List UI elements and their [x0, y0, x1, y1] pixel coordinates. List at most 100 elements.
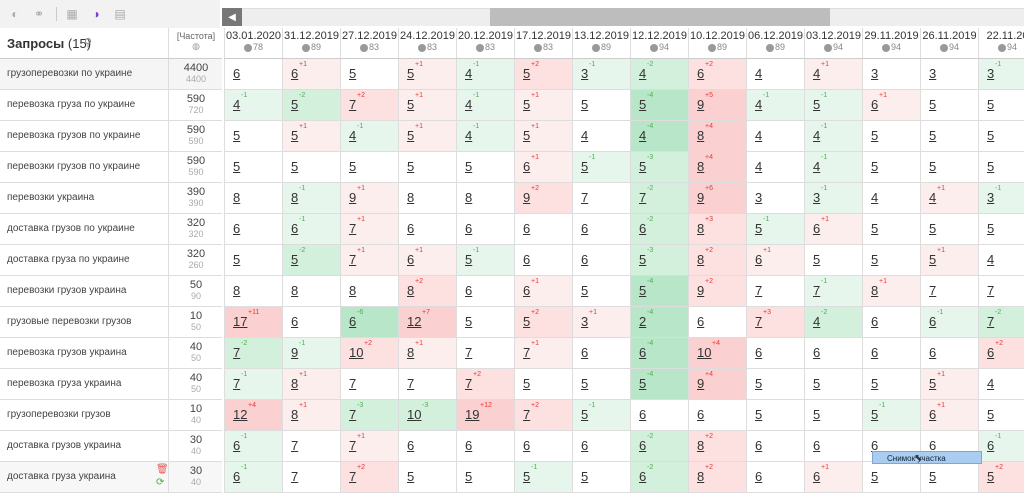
position-value[interactable]: 6 [581, 252, 589, 267]
position-value[interactable]: 5 [987, 407, 995, 422]
position-cell[interactable]: 6 -1 [978, 431, 1024, 461]
position-cell[interactable]: 6 [920, 338, 978, 368]
position-value[interactable]: 5 [871, 159, 879, 174]
position-cell[interactable]: 6 [224, 59, 282, 89]
position-value[interactable]: 7 [929, 283, 937, 298]
position-cell[interactable]: 5 [514, 369, 572, 399]
position-cell[interactable]: 4 [746, 152, 804, 182]
position-cell[interactable]: 9 +5 [688, 90, 746, 120]
position-cell[interactable]: 5 [398, 462, 456, 492]
position-value[interactable]: 5 [929, 252, 937, 267]
position-cell[interactable]: 4 [746, 59, 804, 89]
query-row[interactable]: перевозки грузов по украине 590 590 [0, 152, 222, 183]
position-value[interactable]: 9 [697, 97, 705, 112]
position-value[interactable]: 7 [465, 376, 473, 391]
position-cell[interactable]: 4 -1 [224, 90, 282, 120]
position-cell[interactable]: 7 [456, 338, 514, 368]
date-column-header[interactable]: 03.12.2019 94 [804, 28, 862, 58]
position-cell[interactable]: 4 -2 [630, 59, 688, 89]
position-cell[interactable]: 5 -1 [572, 152, 630, 182]
position-cell[interactable]: 12 +4 [224, 400, 282, 430]
position-value[interactable]: 7 [523, 407, 531, 422]
position-cell[interactable]: 4 [978, 245, 1024, 275]
position-cell[interactable]: 7 -2 [978, 307, 1024, 337]
position-value[interactable]: 5 [581, 407, 589, 422]
query-row[interactable]: перевозка груза украина 40 50 [0, 369, 222, 400]
position-cell[interactable]: 6 [572, 431, 630, 461]
position-cell[interactable]: 4 +1 [804, 59, 862, 89]
position-value[interactable]: 5 [291, 159, 299, 174]
position-cell[interactable]: 7 -1 [224, 369, 282, 399]
query-row[interactable]: перевозка грузов по украине 590 590 [0, 121, 222, 152]
position-value[interactable]: 5 [813, 97, 821, 112]
position-cell[interactable]: 8 +4 [688, 121, 746, 151]
position-cell[interactable]: 5 [862, 369, 920, 399]
position-cell[interactable]: 7 [282, 431, 340, 461]
position-cell[interactable]: 5 -4 [630, 276, 688, 306]
position-cell[interactable]: 6 [746, 462, 804, 492]
position-value[interactable]: 4 [929, 190, 937, 205]
position-value[interactable]: 5 [349, 66, 357, 81]
position-value[interactable]: 7 [233, 376, 241, 391]
position-value[interactable]: 6 [233, 469, 241, 484]
position-value[interactable]: 5 [929, 128, 937, 143]
position-value[interactable]: 6 [697, 66, 705, 81]
position-value[interactable]: 5 [233, 128, 241, 143]
position-cell[interactable]: 5 [978, 90, 1024, 120]
position-value[interactable]: 5 [523, 97, 531, 112]
position-cell[interactable]: 9 +2 [688, 276, 746, 306]
position-cell[interactable]: 17 +11 [224, 307, 282, 337]
position-value[interactable]: 5 [987, 97, 995, 112]
position-value[interactable]: 8 [697, 128, 705, 143]
position-value[interactable]: 6 [639, 221, 647, 236]
position-cell[interactable]: 5 [978, 152, 1024, 182]
position-cell[interactable]: 5 +2 [514, 59, 572, 89]
contrast-icon[interactable]: ◑ [92, 7, 100, 21]
position-cell[interactable]: 7 +2 [340, 90, 398, 120]
position-value[interactable]: 8 [291, 190, 299, 205]
position-cell[interactable]: 5 +1 [282, 121, 340, 151]
position-value[interactable]: 5 [639, 159, 647, 174]
position-value[interactable]: 7 [639, 190, 647, 205]
query-row[interactable]: грузоперевозки грузов 10 40 [0, 400, 222, 431]
position-cell[interactable]: 9 +4 [688, 369, 746, 399]
search-icon[interactable]: ⚲ [84, 37, 93, 49]
position-value[interactable]: 5 [581, 283, 589, 298]
position-value[interactable]: 6 [233, 66, 241, 81]
position-value[interactable]: 6 [465, 438, 473, 453]
position-value[interactable]: 5 [929, 159, 937, 174]
position-value[interactable]: 5 [639, 97, 647, 112]
position-value[interactable]: 4 [871, 190, 879, 205]
position-value[interactable]: 5 [639, 283, 647, 298]
position-cell[interactable]: 5 [862, 245, 920, 275]
position-value[interactable]: 6 [755, 345, 763, 360]
position-cell[interactable]: 6 +1 [514, 276, 572, 306]
refresh-icon[interactable]: ⟳ [156, 477, 165, 488]
position-value[interactable]: 6 [349, 314, 357, 329]
position-cell[interactable]: 6 [514, 431, 572, 461]
position-value[interactable]: 5 [987, 159, 995, 174]
position-cell[interactable]: 7 +1 [340, 214, 398, 244]
date-column-header[interactable]: 17.12.2019 83 [514, 28, 572, 58]
position-value[interactable]: 3 [929, 66, 937, 81]
position-cell[interactable]: 6 [862, 338, 920, 368]
position-value[interactable]: 5 [987, 221, 995, 236]
position-cell[interactable]: 5 +2 [978, 462, 1024, 492]
position-value[interactable]: 7 [349, 376, 357, 391]
position-cell[interactable]: 4 -1 [456, 121, 514, 151]
position-value[interactable]: 5 [581, 376, 589, 391]
position-value[interactable]: 4 [755, 128, 763, 143]
position-cell[interactable]: 7 [282, 462, 340, 492]
position-value[interactable]: 6 [523, 438, 531, 453]
position-value[interactable]: 9 [349, 190, 357, 205]
position-value[interactable]: 5 [581, 159, 589, 174]
position-cell[interactable]: 5 +1 [920, 245, 978, 275]
position-cell[interactable]: 19 +12 [456, 400, 514, 430]
position-cell[interactable]: 7 [746, 276, 804, 306]
position-value[interactable]: 8 [407, 190, 415, 205]
position-cell[interactable]: 5 [572, 462, 630, 492]
position-value[interactable]: 12 [407, 314, 422, 329]
position-cell[interactable]: 8 +2 [688, 462, 746, 492]
position-value[interactable]: 6 [639, 345, 647, 360]
position-cell[interactable]: 5 [282, 152, 340, 182]
